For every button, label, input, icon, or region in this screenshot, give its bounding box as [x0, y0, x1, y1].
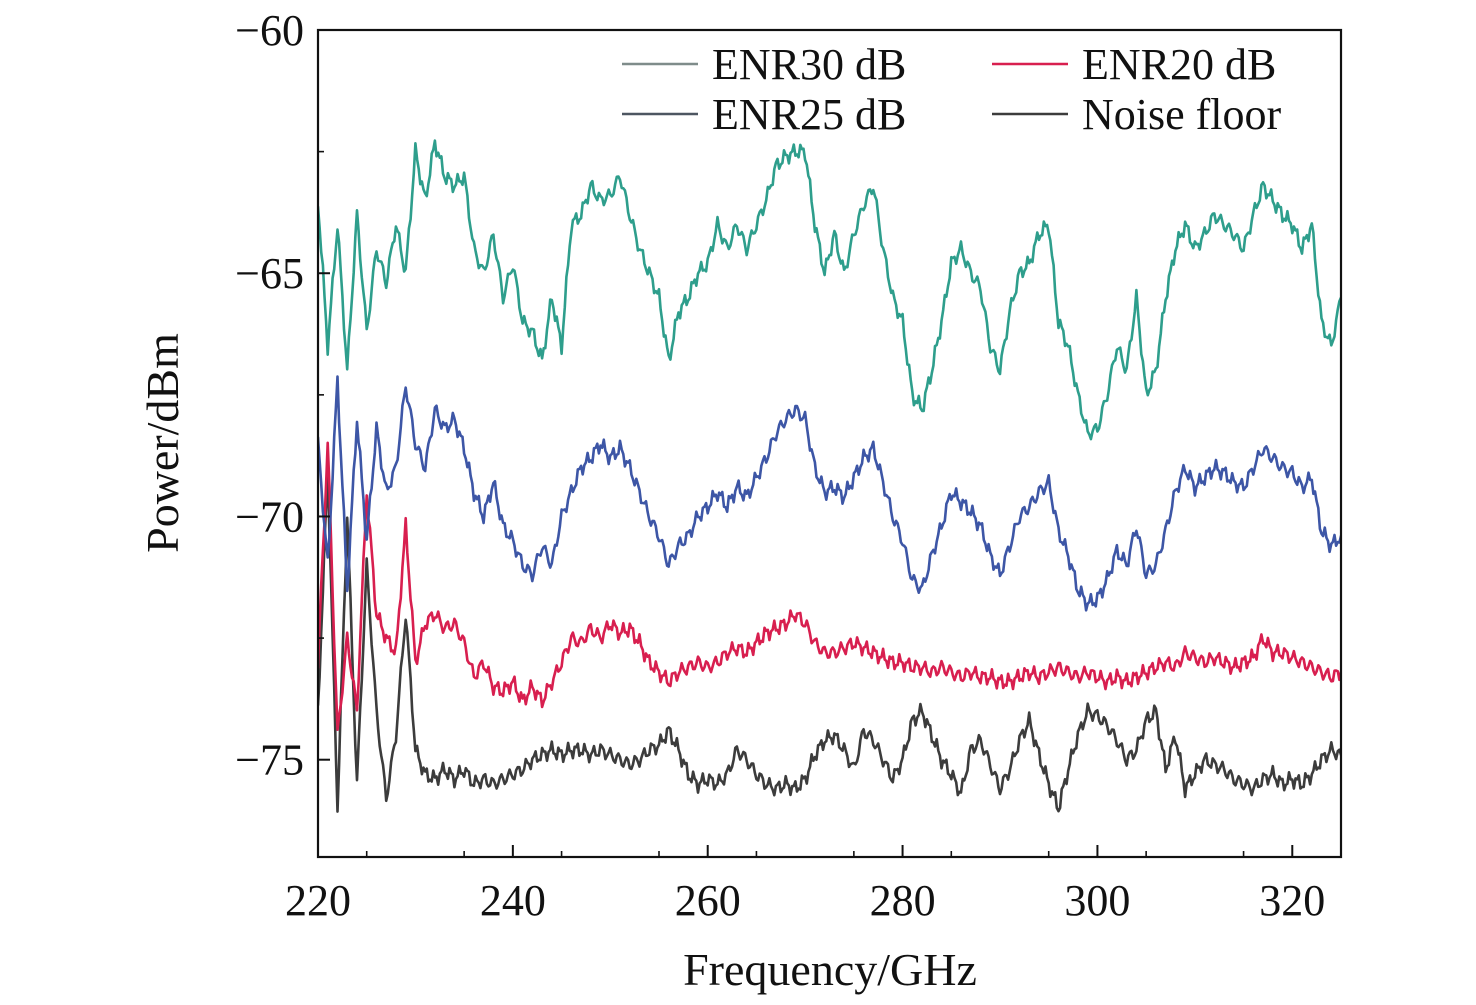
- series-line-noise-floor: [318, 466, 1341, 813]
- y-axis: −60 −65 −70 −75: [235, 6, 330, 785]
- y-tick-label: −65: [235, 249, 304, 298]
- x-tick-label: 240: [480, 876, 546, 925]
- x-tick-label: 260: [675, 876, 741, 925]
- legend-label: ENR30 dB: [712, 40, 906, 89]
- series-line-enr20-db: [318, 441, 1341, 731]
- y-tick-label: −70: [235, 492, 304, 541]
- series-line-enr25-db: [318, 375, 1341, 612]
- x-tick-label: 220: [285, 876, 351, 925]
- legend: ENR30 dB ENR20 dB ENR25 dB Noise floor: [622, 40, 1282, 139]
- series-line-enr30-db: [318, 139, 1341, 441]
- plot-frame: [316, 28, 1343, 859]
- x-tick-label: 320: [1259, 876, 1325, 925]
- legend-label: ENR20 dB: [1082, 40, 1276, 89]
- y-tick-label: −75: [235, 736, 304, 785]
- legend-label: ENR25 dB: [712, 90, 906, 139]
- x-axis-label: Frequency/GHz: [683, 944, 977, 995]
- legend-label: Noise floor: [1082, 90, 1282, 139]
- y-axis-label: Power/dBm: [137, 333, 188, 553]
- x-tick-label: 280: [870, 876, 936, 925]
- x-axis: 220 240 260 280 300 320: [285, 845, 1325, 925]
- y-tick-label: −60: [235, 6, 304, 55]
- x-tick-label: 300: [1064, 876, 1130, 925]
- series-layer: [318, 139, 1341, 813]
